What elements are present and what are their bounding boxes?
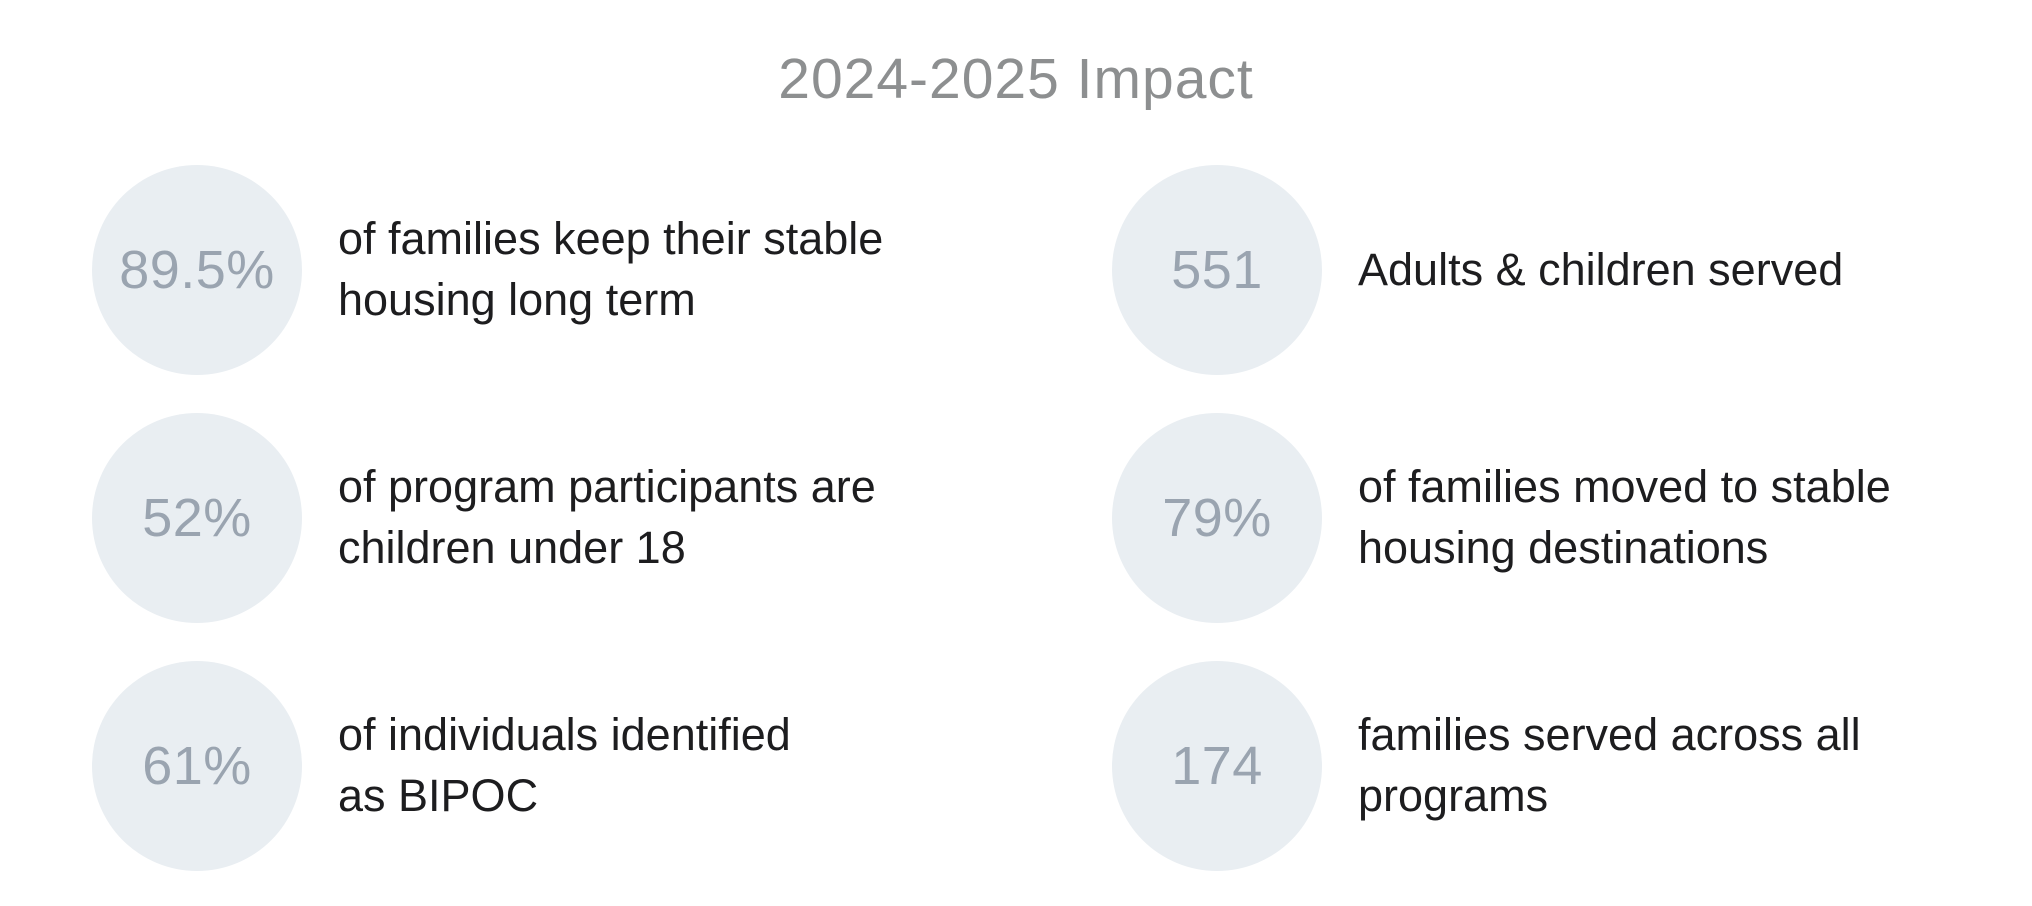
stat-circle: 61% [92, 661, 302, 871]
stat-label: Adults & children served [1358, 243, 1844, 295]
stat-adults-children-served: 551 Adults & children served [1016, 146, 2032, 394]
stat-families-served: 174 families served across all programs [1016, 642, 2032, 890]
page-title: 2024-2025 Impact [778, 47, 1254, 111]
stat-value: 174 [1171, 736, 1263, 796]
stat-circle: 79% [1112, 413, 1322, 623]
stat-circle: 551 [1112, 165, 1322, 375]
stat-label: of families keep their stable housing lo… [338, 213, 884, 325]
stat-label: of program participants are children und… [338, 461, 876, 573]
stat-circle: 89.5% [92, 165, 302, 375]
stat-label: of individuals identified as BIPOC [338, 709, 791, 821]
stat-label: families served across all programs [1358, 709, 1861, 821]
stat-bipoc: 61% of individuals identified as BIPOC [0, 642, 1016, 890]
stat-label: of families moved to stable housing dest… [1358, 461, 1891, 573]
stat-housing-retention: 89.5% of families keep their stable hous… [0, 146, 1016, 394]
stat-value: 79% [1162, 488, 1272, 548]
stat-value: 551 [1171, 240, 1263, 300]
stat-circle: 52% [92, 413, 302, 623]
stats-grid: 89.5% of families keep their stable hous… [0, 146, 2032, 890]
stat-children-under-18: 52% of program participants are children… [0, 394, 1016, 642]
stat-value: 52% [142, 488, 252, 548]
stat-stable-housing-destinations: 79% of families moved to stable housing … [1016, 394, 2032, 642]
stat-circle: 174 [1112, 661, 1322, 871]
stat-value: 61% [142, 736, 252, 796]
stat-value: 89.5% [119, 240, 275, 300]
